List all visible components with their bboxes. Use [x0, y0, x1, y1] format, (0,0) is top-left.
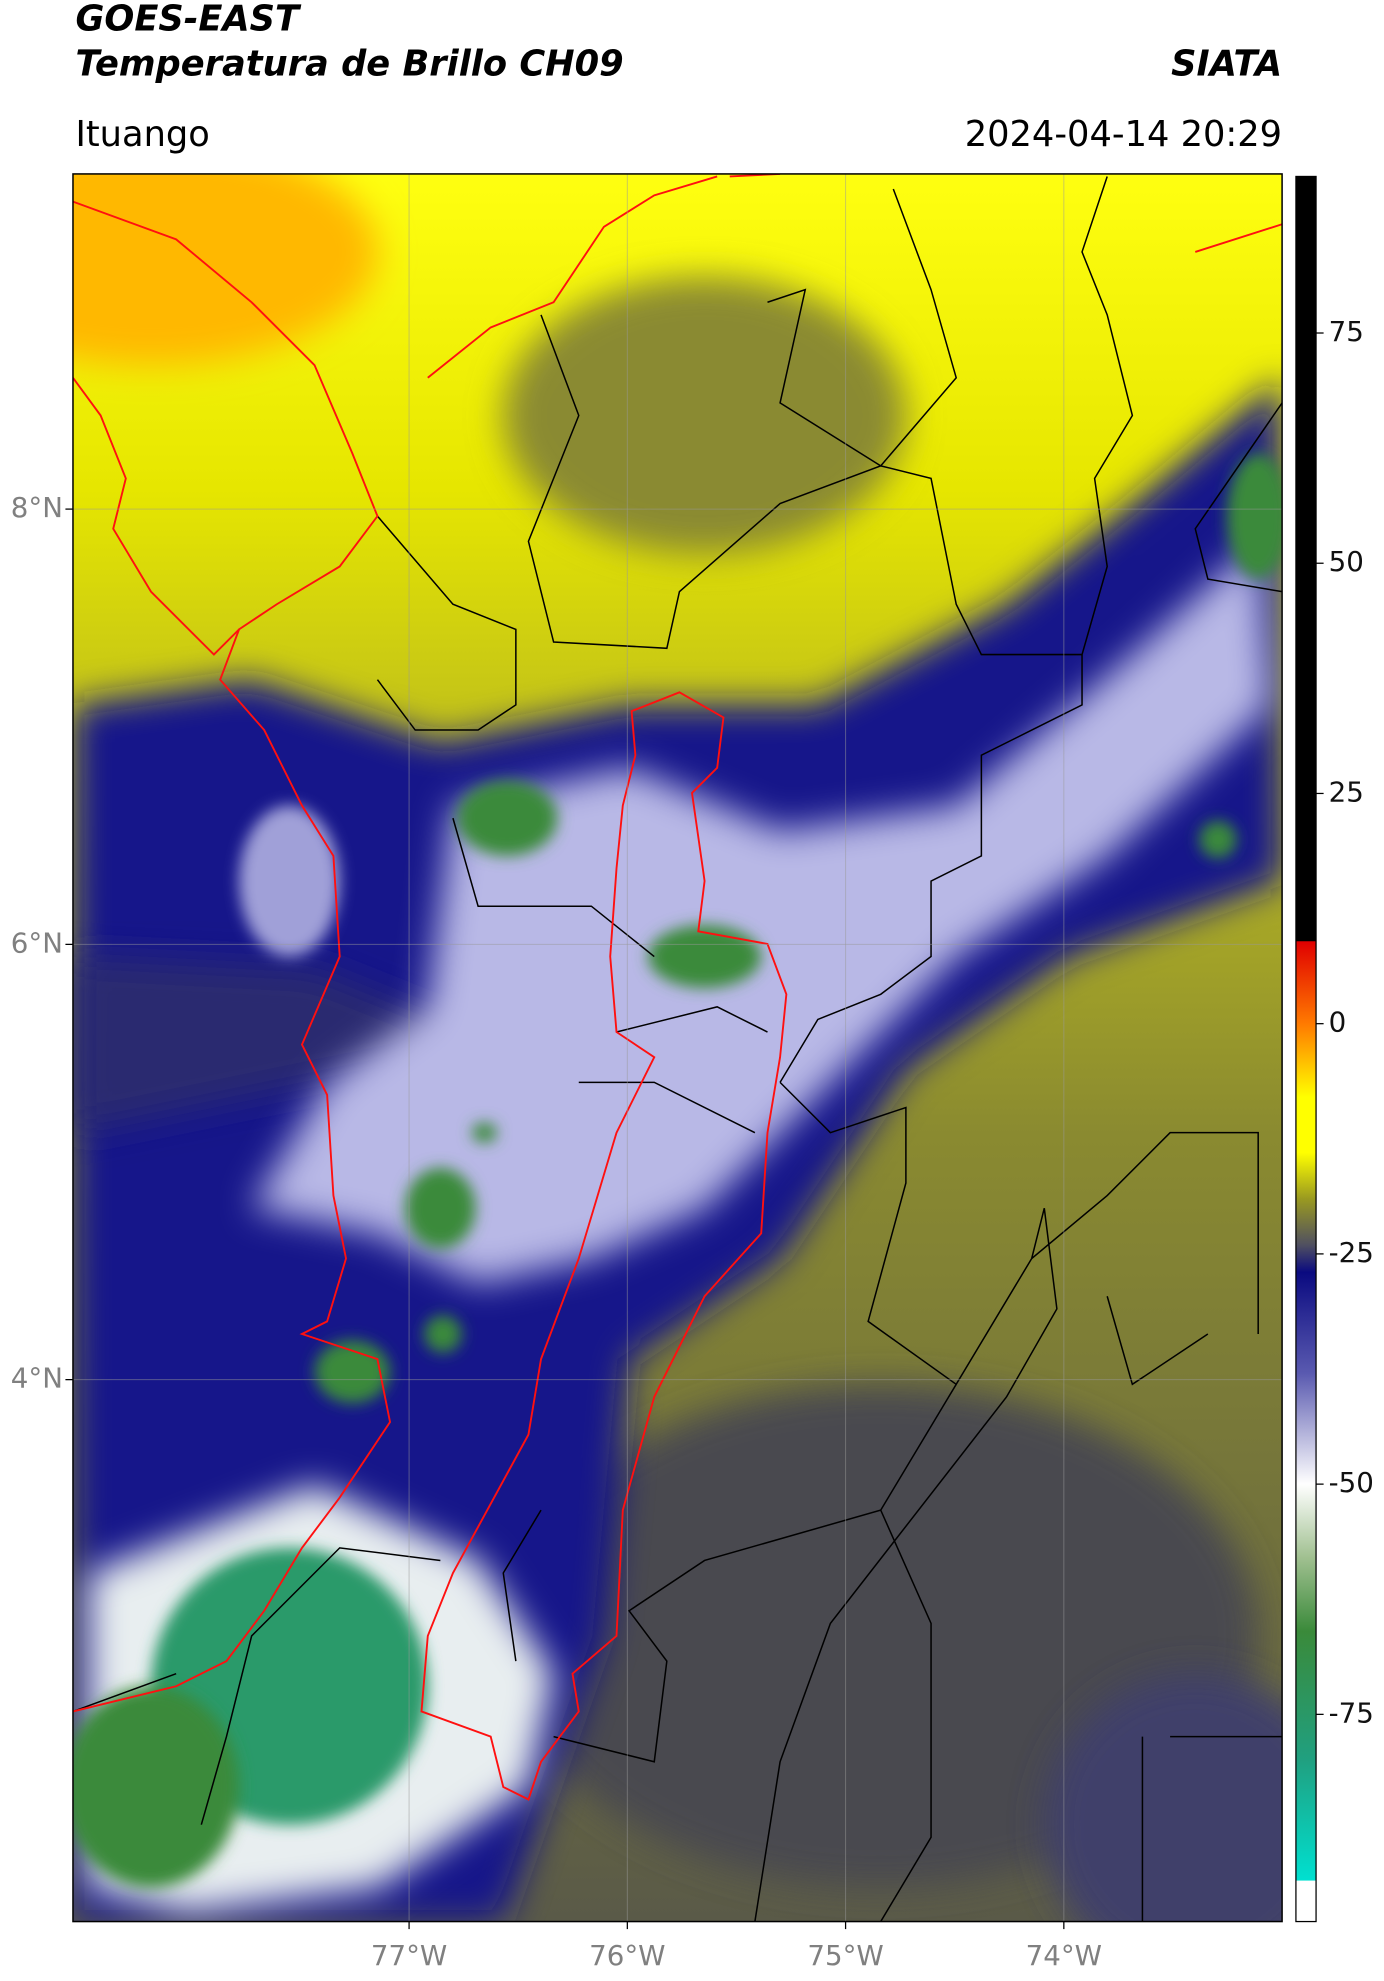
y-tick-label: 4°N [11, 1362, 63, 1395]
map-frame [72, 173, 1283, 1923]
colorbar-tick-label: 75 [1329, 315, 1364, 348]
colorbar-tick-label: -25 [1329, 1236, 1374, 1269]
colorbar-tick-label: 50 [1329, 545, 1364, 578]
y-tick-label: 6°N [11, 926, 63, 959]
colorbar [1295, 175, 1317, 1923]
colorbar-tick-label: 25 [1329, 775, 1364, 808]
colorbar-tick-label: -50 [1329, 1466, 1374, 1499]
x-tick-label: 75°W [807, 1939, 883, 1972]
x-tick-label: 76°W [589, 1939, 665, 1972]
datetime: 2024-04-14 20:29 [965, 114, 1282, 155]
colorbar-tick-label: 0 [1329, 1006, 1347, 1039]
x-tick-label: 74°W [1026, 1939, 1102, 1972]
title: GOES-EAST [75, 0, 302, 39]
colorbar-tick-label: -75 [1329, 1696, 1374, 1729]
region: Ituango [75, 114, 209, 155]
x-tick-label: 77°W [371, 1939, 447, 1972]
grid [72, 173, 1283, 1922]
source: SIATA [1171, 44, 1282, 85]
y-tick-label: 8°N [11, 491, 63, 524]
subtitle: Temperatura de Brillo CH09 [75, 44, 623, 85]
satellite-image [72, 173, 1283, 1922]
borders [72, 176, 1283, 1922]
